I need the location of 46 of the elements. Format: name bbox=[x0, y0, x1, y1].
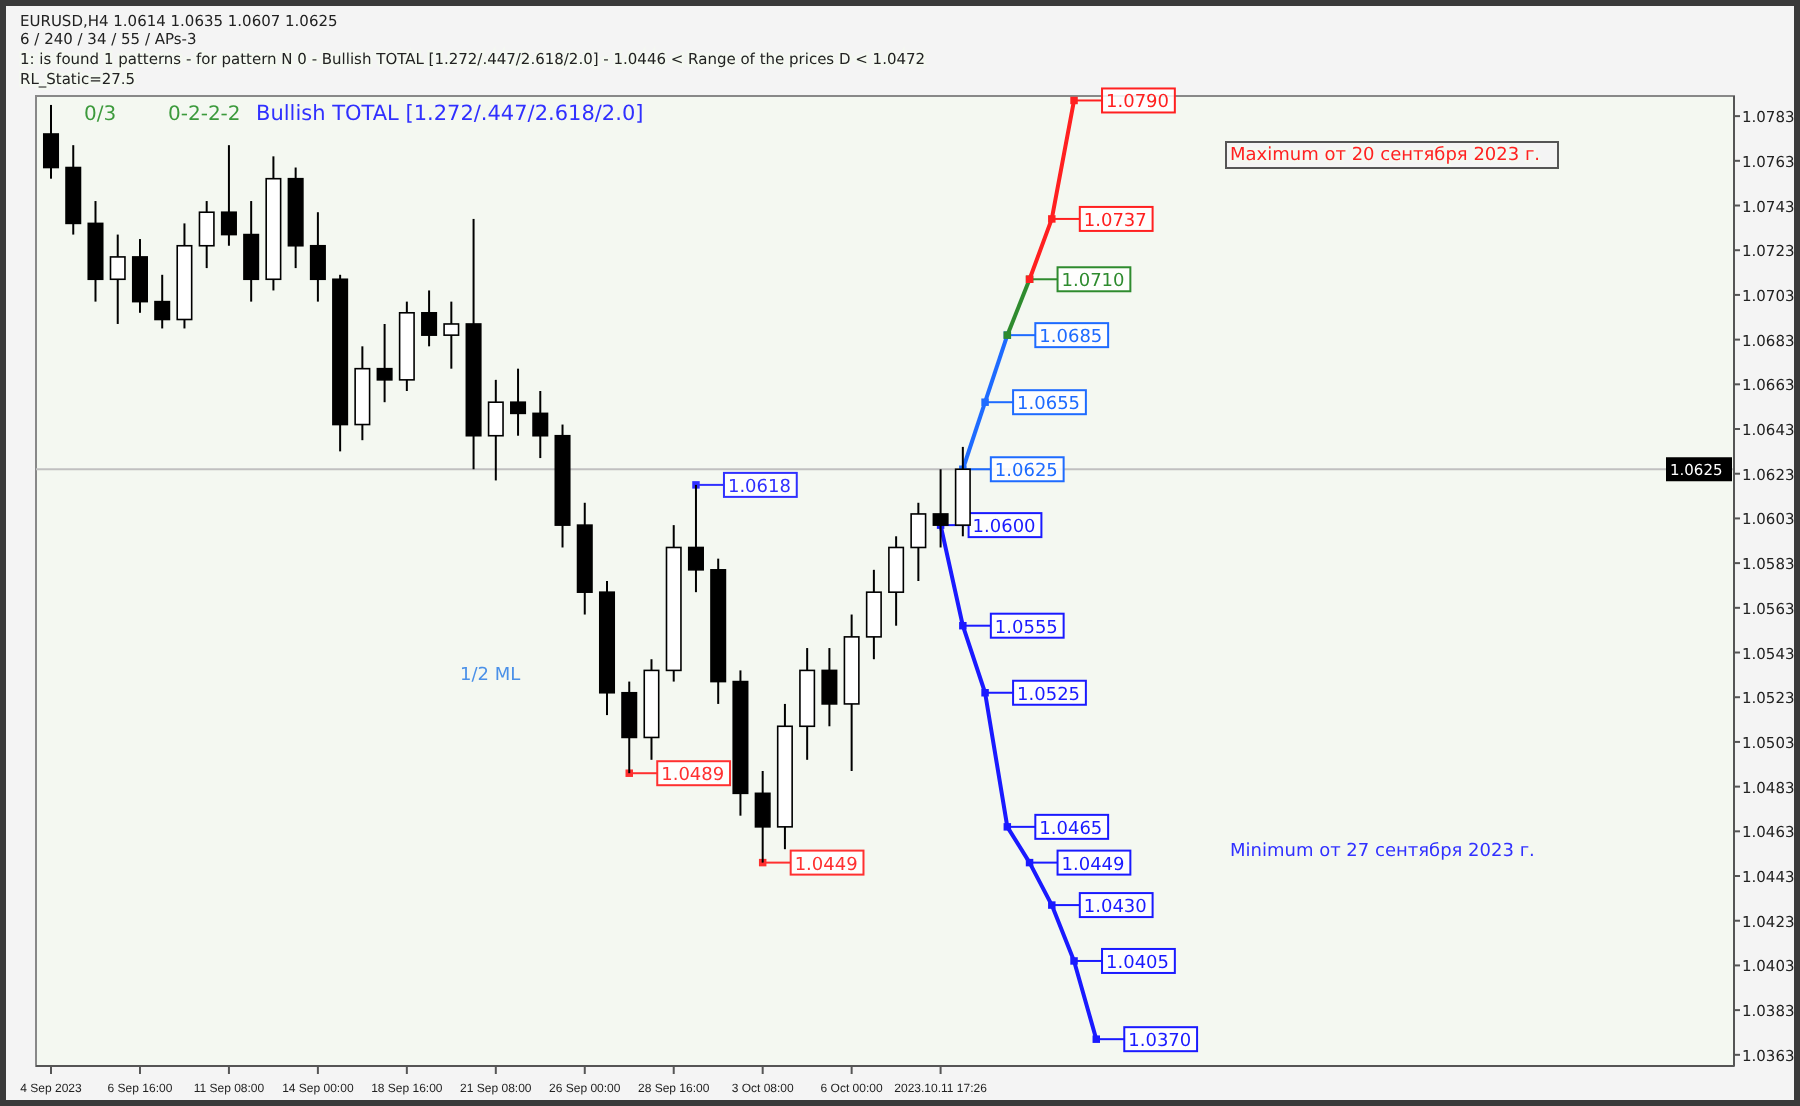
annotation: 0/3 bbox=[84, 104, 117, 126]
point bbox=[981, 398, 989, 406]
data-label: 1.0655 bbox=[1017, 395, 1081, 416]
data-label: 1.0525 bbox=[1017, 685, 1081, 706]
data-label: 1.0737 bbox=[1083, 211, 1147, 232]
point bbox=[1048, 215, 1056, 223]
data-label: 1.0370 bbox=[1128, 1032, 1192, 1053]
data-label: 1.0555 bbox=[994, 618, 1058, 639]
data-label: 1.0618 bbox=[727, 477, 792, 498]
annotation: Maximum от 20 сентября 2023 г. bbox=[1230, 146, 1541, 166]
candlestick bbox=[532, 390, 549, 460]
candlestick bbox=[888, 535, 905, 627]
data-label: 1.0489 bbox=[661, 766, 725, 787]
candlestick bbox=[443, 300, 460, 370]
data-label: 1.0685 bbox=[1039, 328, 1103, 349]
candlestick bbox=[910, 501, 927, 582]
candlestick bbox=[510, 367, 527, 437]
data-label: 1.0449 bbox=[794, 855, 859, 876]
data-label: 1.0465 bbox=[1039, 819, 1103, 840]
data-label: 1.0405 bbox=[1106, 953, 1170, 974]
candlestick bbox=[376, 322, 393, 404]
data-label: 1.0790 bbox=[1106, 93, 1170, 114]
candlestick bbox=[42, 103, 60, 180]
candlestick bbox=[131, 238, 148, 314]
candlestick bbox=[243, 200, 260, 303]
point bbox=[1070, 957, 1078, 965]
data-label: 1.0710 bbox=[1061, 272, 1126, 293]
candlestick bbox=[487, 378, 504, 482]
candlestick bbox=[821, 647, 838, 728]
candlestick bbox=[109, 233, 126, 325]
point bbox=[1048, 901, 1056, 909]
data-label: 1.0430 bbox=[1083, 898, 1148, 919]
data-label: 1.0600 bbox=[972, 518, 1037, 539]
data-label: 1.0449 bbox=[1061, 855, 1126, 876]
candlestick bbox=[309, 211, 326, 303]
candlestick bbox=[754, 769, 771, 864]
annotation: Minimum от 27 сентября 2023 г. bbox=[1230, 842, 1535, 862]
annotation: 0-2-2-2 bbox=[168, 104, 241, 126]
annotation: Bullish TOTAL [1.272/.447/2.618/2.0] bbox=[256, 102, 644, 126]
candlestick bbox=[198, 200, 215, 270]
annotation: 1/2 ML bbox=[460, 666, 521, 686]
candlestick bbox=[220, 144, 237, 247]
candlestick bbox=[154, 273, 171, 330]
data-label: 1.0625 bbox=[994, 462, 1058, 483]
candlestick bbox=[421, 289, 438, 348]
candlestick bbox=[865, 568, 882, 661]
